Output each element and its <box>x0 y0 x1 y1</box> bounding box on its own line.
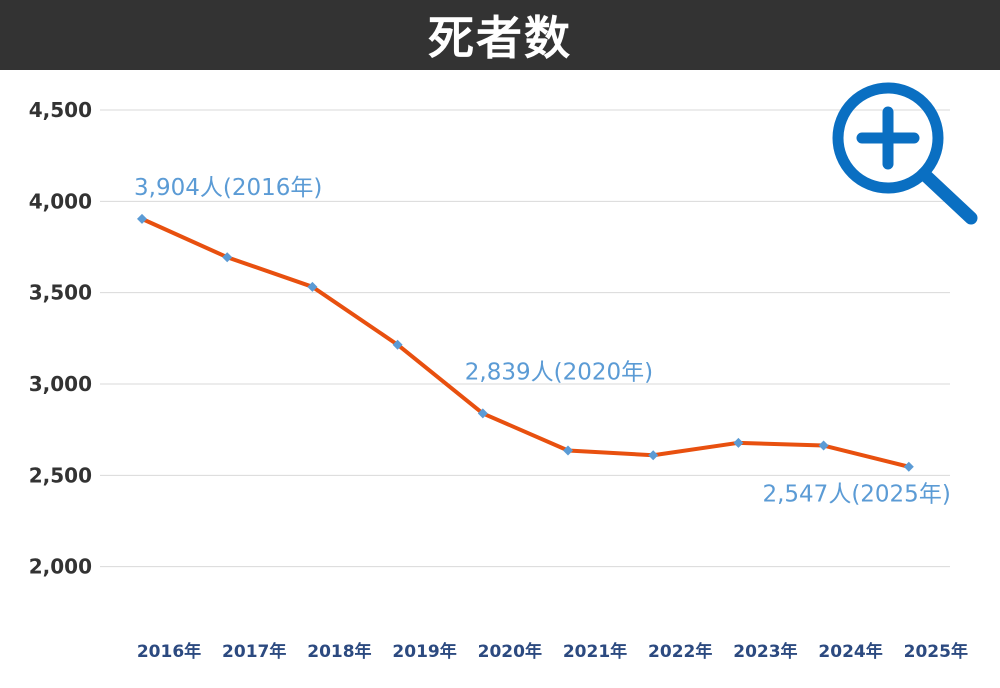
y-tick-label: 3,000 <box>29 372 92 396</box>
data-label: 2,547人(2025年) <box>762 482 950 508</box>
y-axis-ticks: 4,500 4,000 3,500 3,000 2,500 2,000 <box>29 98 92 579</box>
x-tick-label: 2017年 <box>222 641 286 662</box>
data-point <box>392 339 403 350</box>
y-tick-label: 4,500 <box>29 98 92 122</box>
series-line <box>141 217 910 469</box>
series-path <box>141 217 910 469</box>
y-tick-label: 2,500 <box>29 463 92 487</box>
data-point <box>137 213 147 224</box>
x-axis-ticks: 2016年 2017年 2018年 2019年 2020年 2021年 2022年 2023年… <box>137 641 968 662</box>
x-tick-label: 2023年 <box>733 641 797 662</box>
series-markers <box>137 213 914 472</box>
x-tick-label: 2018年 <box>307 641 371 662</box>
data-point <box>648 450 659 461</box>
data-label: 2,839人(2020年) <box>465 359 653 385</box>
x-tick-label: 2016年 <box>137 641 201 662</box>
data-point <box>222 252 233 263</box>
y-tick-label: 2,000 <box>29 555 92 579</box>
x-tick-label: 2019年 <box>392 641 456 662</box>
grid-lines <box>100 109 950 568</box>
data-point <box>563 445 573 456</box>
data-point <box>733 437 744 448</box>
y-tick-label: 4,000 <box>29 189 92 213</box>
y-tick-label: 3,500 <box>29 281 92 305</box>
x-tick-label: 2025年 <box>904 641 968 662</box>
data-point <box>903 461 914 472</box>
x-tick-label: 2024年 <box>818 641 882 662</box>
data-label: 3,904人(2016年) <box>134 175 322 201</box>
line-chart: 4,500 4,000 3,500 3,000 2,500 2,000 2016年 2017… <box>29 98 968 662</box>
x-tick-label: 2020年 <box>478 641 542 662</box>
x-tick-label: 2021年 <box>563 641 627 662</box>
page-title: 死者数 <box>428 11 572 65</box>
data-point <box>307 281 318 292</box>
zoom-in-icon[interactable] <box>830 82 980 232</box>
header-bar: 死者数 <box>0 0 1000 70</box>
annotations: 3,904人(2016年) 2,839人(2020年) 2,547人(2025年) <box>134 175 951 508</box>
data-point <box>477 408 488 419</box>
data-point <box>818 440 829 451</box>
x-tick-label: 2022年 <box>648 641 712 662</box>
